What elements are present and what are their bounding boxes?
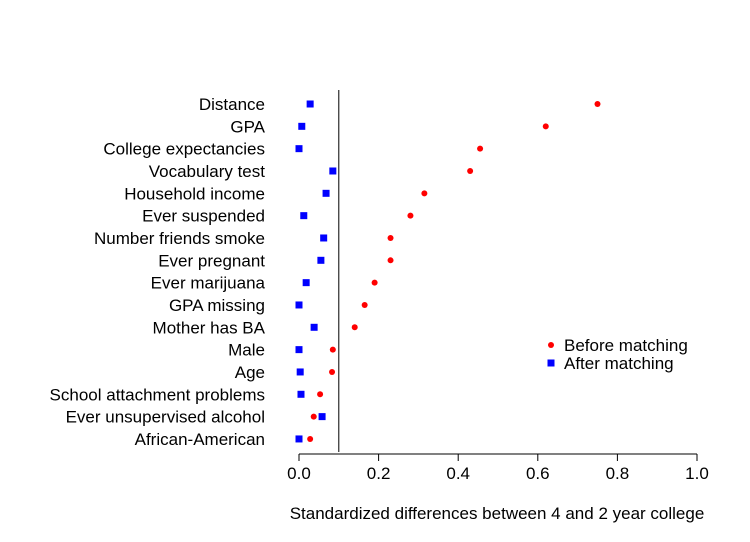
point-after-matching bbox=[300, 212, 308, 220]
y-tick-label: School attachment problems bbox=[50, 385, 265, 404]
y-tick-label: African-American bbox=[135, 430, 265, 449]
point-before-matching bbox=[387, 257, 394, 264]
y-tick-label: GPA missing bbox=[169, 296, 265, 315]
data-points bbox=[295, 100, 601, 443]
point-after-matching bbox=[295, 435, 303, 443]
point-after-matching bbox=[306, 100, 314, 108]
y-tick-label: Male bbox=[228, 341, 265, 360]
x-tick-label: 0.6 bbox=[526, 464, 550, 483]
point-after-matching bbox=[298, 122, 306, 130]
point-before-matching bbox=[351, 324, 358, 331]
y-tick-label: College expectancies bbox=[103, 140, 265, 159]
point-after-matching bbox=[296, 368, 304, 376]
point-after-matching bbox=[295, 301, 303, 309]
y-tick-label: Ever pregnant bbox=[158, 251, 265, 270]
y-tick-label: Mother has BA bbox=[153, 318, 266, 337]
point-before-matching bbox=[310, 413, 317, 420]
point-after-matching bbox=[318, 413, 326, 421]
legend-label: Before matching bbox=[564, 336, 688, 355]
point-before-matching bbox=[307, 435, 314, 442]
point-before-matching bbox=[467, 167, 474, 174]
point-after-matching bbox=[329, 167, 337, 175]
y-tick-label: Household income bbox=[124, 184, 265, 203]
y-tick-label: Ever unsupervised alcohol bbox=[66, 408, 265, 427]
point-after-matching bbox=[297, 390, 305, 398]
y-tick-label: Vocabulary test bbox=[149, 162, 266, 181]
point-before-matching bbox=[421, 190, 428, 197]
point-before-matching bbox=[317, 391, 324, 398]
point-before-matching bbox=[329, 346, 336, 353]
y-tick-label: Age bbox=[235, 363, 265, 382]
point-before-matching bbox=[361, 301, 368, 308]
legend-marker-after-matching bbox=[547, 359, 555, 367]
y-tick-label: Ever suspended bbox=[142, 207, 265, 226]
point-after-matching bbox=[320, 234, 328, 242]
point-after-matching bbox=[317, 256, 325, 264]
point-before-matching bbox=[329, 368, 336, 375]
point-before-matching bbox=[477, 145, 484, 152]
x-tick-label: 0.0 bbox=[287, 464, 311, 483]
y-axis-labels: Distance GPA College expectancies Vocabular… bbox=[50, 95, 266, 449]
point-before-matching bbox=[407, 212, 414, 219]
x-tick-label: 0.4 bbox=[446, 464, 470, 483]
point-before-matching bbox=[371, 279, 378, 286]
point-before-matching bbox=[594, 101, 601, 107]
y-tick-label: Number friends smoke bbox=[94, 229, 265, 248]
point-after-matching bbox=[295, 145, 303, 153]
x-tick-label: 0.8 bbox=[606, 464, 630, 483]
point-after-matching bbox=[302, 279, 310, 287]
y-tick-label: Distance bbox=[199, 95, 265, 114]
y-tick-label: GPA bbox=[230, 117, 265, 136]
point-after-matching bbox=[295, 346, 303, 354]
point-after-matching bbox=[322, 189, 330, 197]
point-before-matching bbox=[542, 123, 549, 130]
legend-label: After matching bbox=[564, 354, 674, 373]
y-tick-label: Ever marijuana bbox=[151, 274, 266, 293]
x-axis: 0.0 0.2 0.4 0.6 0.8 1.0 bbox=[287, 453, 709, 483]
x-tick-label: 0.2 bbox=[367, 464, 391, 483]
x-tick-label: 1.0 bbox=[685, 464, 709, 483]
legend-marker-before-matching bbox=[548, 342, 554, 348]
point-before-matching bbox=[387, 234, 394, 241]
point-after-matching bbox=[310, 323, 318, 331]
x-axis-label: Standardized differences between 4 and 2… bbox=[290, 504, 705, 523]
